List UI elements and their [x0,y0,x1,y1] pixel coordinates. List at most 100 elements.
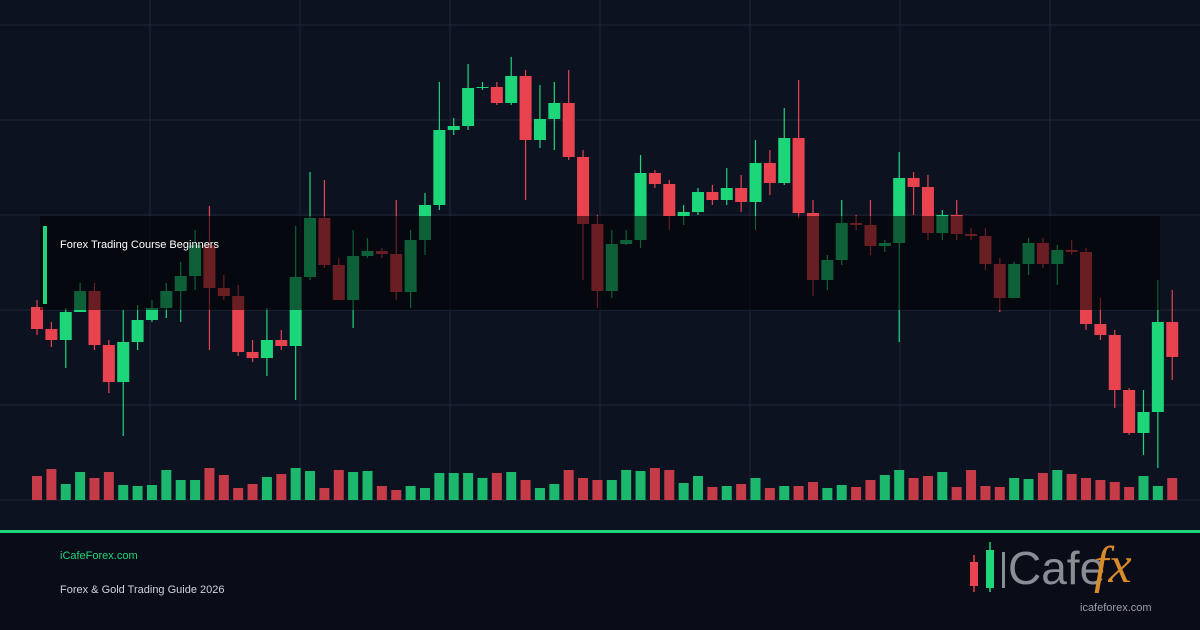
volume-bar [621,470,632,500]
volume-bar [836,485,847,500]
candle-body [476,87,489,88]
volume-bar [635,471,646,500]
volume-bar [922,476,933,500]
volume-bar [247,484,258,500]
volume-bar [477,478,488,500]
volume-bar [448,473,459,500]
volume-bar [60,484,71,500]
logo-accent: fx [1094,537,1132,594]
site: iCafeForex.com [60,550,138,562]
volume-bar [894,470,905,500]
candle-body [102,345,115,382]
volume-bar [405,486,416,500]
volume-bar [204,468,215,500]
volume-bar [276,474,287,500]
candle-body [246,352,259,358]
candle-body [533,119,546,140]
candle-body [505,76,518,103]
candle-body [692,192,705,212]
candle-body [735,188,748,202]
volume-bar [305,471,316,500]
volume-bar [218,475,229,500]
volume-bar [534,488,545,500]
volume-bar [1052,470,1063,500]
volume-bar [1066,474,1077,500]
volume-bar [1109,482,1120,500]
candle-body [1123,390,1136,433]
volume-bar [592,480,603,500]
volume-bar [793,486,804,500]
volume-bar [89,478,100,500]
volume-bar [1152,486,1163,500]
candle-body [1166,322,1179,357]
volume-bar [851,487,862,500]
candle-body [275,340,288,346]
volume-bar [520,480,531,500]
volume-bar [764,488,775,500]
volume-bar [1095,480,1106,500]
volume-bar [32,476,42,500]
candle-body [117,342,130,382]
candle-body [720,188,733,200]
volume-bar [391,490,402,500]
candle-body [31,307,43,329]
volume-bar [549,484,560,500]
logo-icon [1002,552,1005,588]
candle-body [1108,335,1121,390]
volume-bar [578,478,589,500]
volume-bar [376,486,387,500]
candle-body [792,138,805,213]
candle-body [663,184,676,216]
volume-bar [1037,473,1048,500]
volume-bar [807,482,818,500]
volume-bar [175,480,186,500]
volume-bar [362,471,373,500]
candle-body [1151,322,1164,412]
candle-body [462,88,475,126]
candle-body [706,192,719,200]
candle-body [778,138,791,183]
candle-body [131,320,144,342]
candle-body [45,329,58,340]
volume-bar [750,478,761,500]
volume-bar [333,470,344,500]
annotation-band [40,216,1160,310]
volume-bar [721,486,732,500]
volume-bar [994,487,1005,500]
volume-bar [290,468,301,500]
candle-body [447,126,460,130]
candle-body [1094,324,1107,335]
footer-background [0,533,1200,630]
volume-bar [261,477,272,500]
volume-bar [707,487,718,500]
volume-bar [348,472,359,500]
candle-body [260,340,273,358]
volume-bar [822,488,833,500]
volume-bar [908,478,919,500]
volume-bar [146,485,157,500]
volume-bar [46,469,57,500]
candle-body [519,76,532,140]
volume-bar [132,486,143,500]
volume [32,468,1178,500]
volume-bar [1138,476,1149,500]
volume-bar [463,473,474,500]
candle-body [648,173,661,184]
volume-bar [606,480,617,500]
candle-body [907,178,920,187]
annotation: Forex Trading Course Beginners [60,239,219,251]
volume-bar [693,476,704,500]
candle-body [763,163,776,183]
volume-bar [980,486,991,500]
volume-bar [1124,487,1135,500]
subtitle: Forex & Gold Trading Guide 2026 [60,584,224,596]
candle-body [548,103,561,119]
volume-bar [937,472,948,500]
volume-bar [649,468,660,500]
volume-bar [966,470,977,500]
annotation-accent [43,226,47,304]
candle-body [490,87,503,103]
volume-bar [190,480,201,500]
volume-bar [779,486,790,500]
